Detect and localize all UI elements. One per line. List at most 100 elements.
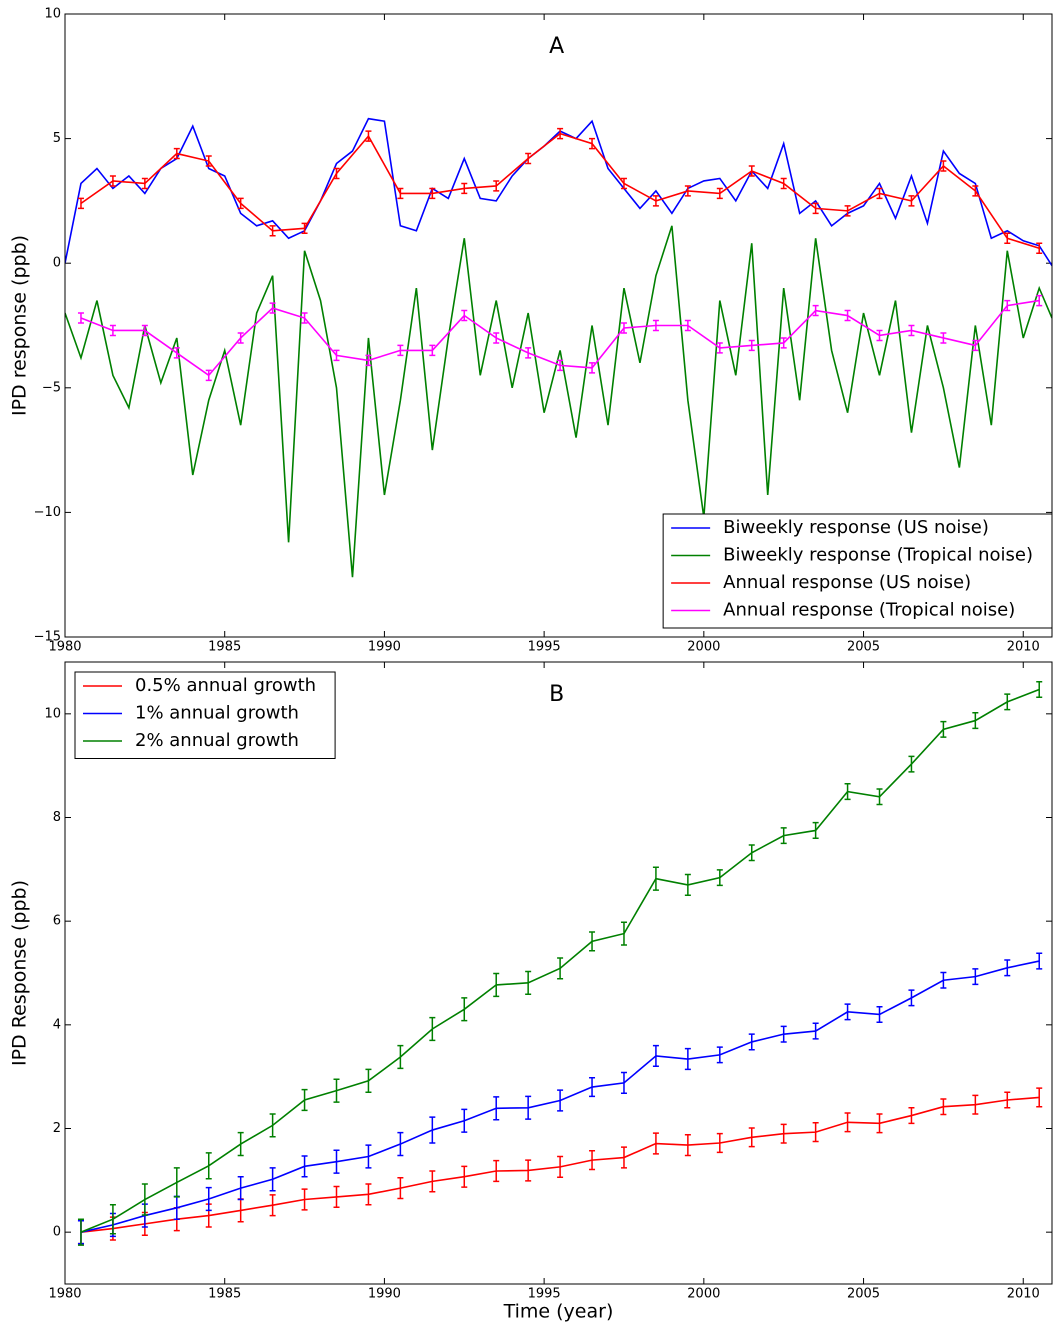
panel-label: B xyxy=(549,682,564,707)
error-bar xyxy=(1036,242,1043,254)
error-bar xyxy=(908,1107,915,1125)
error-bar xyxy=(1004,959,1011,977)
error-bar xyxy=(652,866,659,891)
error-bar xyxy=(844,205,851,217)
error-bar xyxy=(269,225,276,237)
error-bar xyxy=(684,319,691,332)
error-bar xyxy=(972,339,979,352)
error-bar xyxy=(397,344,404,357)
error-bar xyxy=(812,821,819,839)
error-bar xyxy=(173,147,180,160)
error-bar xyxy=(141,177,148,190)
error-bar xyxy=(908,989,915,1007)
error-bar xyxy=(333,349,340,362)
error-bar xyxy=(525,152,532,165)
x-tick-label: 1985 xyxy=(208,640,241,655)
y-tick-label: 2 xyxy=(53,1121,61,1136)
error-bar xyxy=(205,155,212,167)
error-bar xyxy=(365,1144,372,1169)
error-bar xyxy=(141,324,148,337)
x-tick-label: 1990 xyxy=(368,640,401,655)
error-bar xyxy=(652,319,659,332)
y-tick-label: 10 xyxy=(44,7,61,22)
error-bar xyxy=(684,1047,691,1071)
error-bar xyxy=(429,1016,436,1042)
y-tick-label: 4 xyxy=(53,1017,61,1032)
error-bar xyxy=(620,1146,627,1169)
error-bar xyxy=(109,1203,116,1235)
x-tick-label: 1985 xyxy=(208,1287,241,1302)
error-bar xyxy=(940,720,947,738)
error-bar xyxy=(493,180,500,192)
x-tick-label: 1980 xyxy=(48,640,81,655)
x-tick-label: 2010 xyxy=(1007,1287,1040,1302)
legend-label: 2% annual growth xyxy=(135,730,299,751)
panel: 1980 1985 1990 1995 2000 2005 2010 −15 −10 −5 0 5 10… xyxy=(9,7,1053,655)
error-bar xyxy=(493,332,500,344)
error-bar xyxy=(557,957,564,980)
series-line xyxy=(65,225,1052,578)
error-bar xyxy=(940,971,947,989)
y-tick-label: 10 xyxy=(44,706,61,721)
error-bar xyxy=(557,1155,564,1178)
error-bar xyxy=(173,347,180,359)
y-tick-label: 0 xyxy=(53,1225,61,1240)
error-bar xyxy=(269,1113,276,1138)
error-bar xyxy=(620,322,627,334)
error-bar xyxy=(269,1194,276,1217)
error-bar xyxy=(301,1188,308,1211)
error-bar xyxy=(748,165,755,177)
error-bar xyxy=(429,1116,436,1144)
error-bar xyxy=(365,354,372,367)
error-bar xyxy=(972,968,979,986)
error-bar xyxy=(748,844,755,862)
error-bar xyxy=(301,222,308,235)
y-tick-label: −15 xyxy=(34,630,61,645)
error-bar xyxy=(972,1094,979,1115)
error-bar xyxy=(461,182,468,195)
error-bar xyxy=(748,1127,755,1148)
error-bar xyxy=(684,873,691,896)
y-tick-label: 8 xyxy=(53,810,61,825)
error-bar xyxy=(301,1155,308,1178)
error-bar xyxy=(525,347,532,359)
error-bar xyxy=(876,1005,883,1023)
error-bar xyxy=(205,1186,212,1212)
x-tick-label: 1995 xyxy=(528,1287,561,1302)
error-bar xyxy=(333,1185,340,1209)
error-bar xyxy=(972,712,979,730)
error-bar xyxy=(397,1176,404,1200)
error-bar xyxy=(525,970,532,996)
error-bar xyxy=(141,1183,148,1216)
error-bar xyxy=(365,1183,372,1206)
x-tick-label: 1990 xyxy=(368,1287,401,1302)
error-bar xyxy=(589,137,596,150)
panel-label: A xyxy=(549,34,564,59)
error-bar xyxy=(237,332,244,344)
error-bar xyxy=(876,1113,883,1134)
error-bar xyxy=(333,1149,340,1174)
error-bar xyxy=(461,309,468,322)
error-bar xyxy=(620,921,627,946)
series-line xyxy=(65,117,1052,267)
error-bar xyxy=(620,177,627,190)
y-axis-label: IPD response (ppb) xyxy=(9,235,31,416)
error-bar xyxy=(557,127,564,140)
series-line xyxy=(80,132,1040,250)
error-bar xyxy=(589,1150,596,1171)
error-bar xyxy=(1004,232,1011,245)
error-bar xyxy=(205,1152,212,1180)
error-bar xyxy=(589,1076,596,1098)
error-bar xyxy=(844,783,851,801)
error-bar xyxy=(780,827,787,845)
plot-frame xyxy=(64,661,1053,1285)
y-tick-label: 6 xyxy=(53,914,61,929)
error-bar xyxy=(493,972,500,998)
error-bar xyxy=(557,359,564,372)
legend-label: 0.5% annual growth xyxy=(135,675,316,696)
x-tick-label: 2000 xyxy=(687,640,720,655)
error-bar xyxy=(333,1078,340,1103)
error-bar xyxy=(365,1068,372,1093)
error-bar xyxy=(716,187,723,200)
